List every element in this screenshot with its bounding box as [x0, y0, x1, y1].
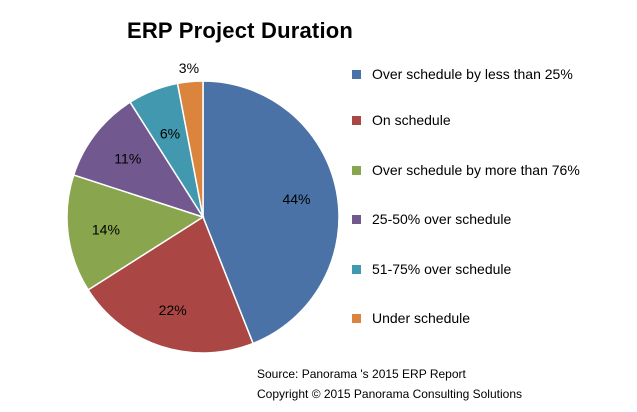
legend-item-over-schedule-less-25: Over schedule by less than 25% [352, 64, 632, 85]
legend-item-under-schedule: Under schedule [352, 308, 632, 329]
legend-label: Under schedule [372, 310, 471, 326]
slice-data-label: 6% [160, 126, 180, 142]
legend-swatch [352, 265, 361, 274]
legend-label: 25-50% over schedule [372, 211, 512, 227]
legend-label: Over schedule by more than 76% [372, 162, 580, 178]
legend-label: On schedule [372, 112, 451, 128]
slice-data-label: 14% [92, 221, 120, 237]
chart-title: ERP Project Duration [126, 18, 354, 43]
slice-data-label: 44% [282, 191, 310, 207]
pie-slice [176, 80, 204, 218]
pie-slice [87, 215, 255, 354]
slice-data-label: 3% [179, 60, 199, 76]
legend-item-over-schedule-more-76: Over schedule by more than 76% [352, 160, 632, 181]
slice-data-label: 22% [159, 302, 187, 318]
legend-label: 51-75% over schedule [372, 261, 512, 277]
slice-data-label: 11% [114, 151, 141, 167]
pie-slice [202, 80, 340, 345]
legend-swatch [352, 314, 361, 323]
legend-label: Over schedule by less than 25% [372, 66, 573, 82]
source-note: Source: Panorama 's 2015 ERP Report Copy… [257, 364, 522, 404]
legend-swatch [352, 116, 361, 125]
legend-swatch [352, 166, 361, 175]
legend-item-25-50-over-schedule: 25-50% over schedule [352, 209, 632, 230]
legend-item-51-75-over-schedule: 51-75% over schedule [352, 259, 632, 280]
pie-slice [72, 101, 205, 219]
legend-item-on-schedule: On schedule [352, 110, 632, 131]
pie-slice [66, 174, 205, 291]
legend-swatch [352, 215, 361, 224]
legend-swatch [352, 70, 361, 79]
source-line: Source: Panorama 's 2015 ERP Report [257, 367, 466, 381]
copyright-line: Copyright © 2015 Panorama Consulting Sol… [257, 387, 522, 401]
